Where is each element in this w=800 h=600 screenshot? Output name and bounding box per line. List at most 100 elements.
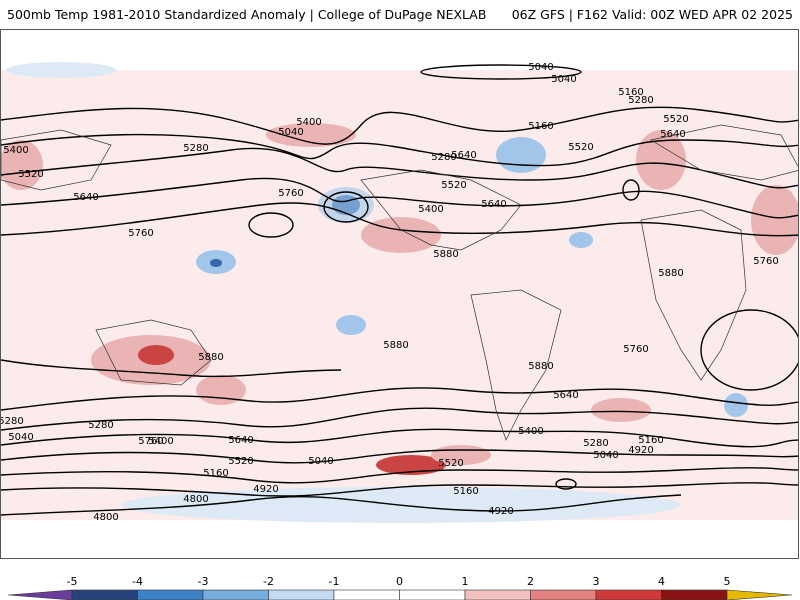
contour-label: 4800: [183, 494, 208, 505]
colorbar-tick-label: 0: [396, 575, 403, 588]
contour-label: 5400: [518, 426, 543, 437]
colorbar-segment: [268, 589, 335, 600]
warm-anomaly-strong: [138, 345, 174, 365]
contour-label: 5040: [593, 450, 618, 461]
contour-line: [1, 428, 798, 448]
contour-label: 5520: [663, 114, 688, 125]
contour-label: 5760: [138, 436, 163, 447]
colorbar-min-arrow: [7, 589, 73, 600]
contour-label: 5640: [481, 199, 506, 210]
contour-label: 5760: [128, 228, 153, 239]
north-america-outline: [360, 169, 522, 251]
colorbar-tick-label: 4: [658, 575, 665, 588]
height-contours: [1, 64, 798, 516]
contour-line: [420, 64, 582, 80]
contour-label: 5400: [148, 436, 173, 447]
contour-label: 5040: [8, 432, 33, 443]
contour-label: 5640: [451, 150, 476, 161]
cold-anomaly: [724, 393, 748, 417]
warm-anomaly: [591, 398, 651, 422]
map-canvas: 5040504051605280552056405160540050405400…: [1, 62, 798, 523]
colorbar-segment: [71, 589, 138, 600]
colorbar-segment: [661, 589, 728, 600]
contour-label: 5040: [551, 74, 576, 85]
contour-label: 5520: [441, 180, 466, 191]
contour-label: 5880: [528, 361, 553, 372]
colorbar-tick-label: -3: [198, 575, 209, 588]
contour-label: 5880: [383, 340, 408, 351]
colorbar-tick-label: 2: [527, 575, 534, 588]
contour-label: 5160: [453, 486, 478, 497]
south-america-outline: [470, 289, 562, 441]
colorbar-tick-label: -4: [132, 575, 143, 588]
contour-label: 5640: [73, 192, 98, 203]
contour-label: 5040: [528, 62, 553, 73]
cold-anomaly: [6, 62, 116, 78]
contour-label: 5760: [278, 188, 303, 199]
anomaly-shading: [1, 62, 798, 523]
cold-anomaly: [336, 315, 366, 335]
colorbar-tick-label: -5: [67, 575, 78, 588]
contour-label: 5880: [658, 268, 683, 279]
warm-anomaly: [751, 185, 798, 255]
contour-label: 5040: [308, 456, 333, 467]
contour-label: 4920: [488, 506, 513, 517]
contour-label: 4920: [253, 484, 278, 495]
contour-label: 5880: [198, 352, 223, 363]
colorbar-canvas: -5 -4 -3 -2 -1 0 1 2 3 4 5: [7, 575, 793, 600]
contour-label: 5160: [618, 87, 643, 98]
colorbar-tick-label: 5: [724, 575, 731, 588]
contour-label: 5760: [753, 256, 778, 267]
warm-anomaly: [266, 123, 356, 147]
colorbar-segment: [399, 589, 466, 600]
contour-line: [1, 106, 798, 145]
contour-line: [1, 449, 798, 464]
asia-outline: [1, 129, 112, 191]
contour-label: 5280: [183, 143, 208, 154]
colorbar: -5 -4 -3 -2 -1 0 1 2 3 4 5: [0, 574, 800, 600]
warm-anomaly: [636, 130, 686, 190]
warm-anomaly: [196, 375, 246, 405]
contour-line: [1, 407, 798, 431]
contour-label: 5520: [438, 458, 463, 469]
contour-label: 5520: [568, 142, 593, 153]
contour-label: 5040: [278, 127, 303, 138]
contour-line: [1, 133, 798, 167]
contour-label: 5640: [228, 435, 253, 446]
contour-label: 5280: [431, 152, 456, 163]
eurasia-outline: [650, 124, 798, 181]
header: 500mb Temp 1981-2010 Standardized Anomal…: [0, 0, 800, 28]
contour-line: [700, 309, 798, 391]
contour-line: [1, 494, 682, 516]
contour-label: 5160: [638, 435, 663, 446]
colorbar-tick-label: 1: [462, 575, 469, 588]
cold-anomaly: [496, 137, 546, 173]
contour-label: 5280: [1, 416, 24, 427]
contour-label: 5520: [18, 169, 43, 180]
contour-line: [248, 212, 294, 238]
warm-anomaly: [1, 140, 43, 190]
contour-line: [1, 467, 798, 484]
contour-label: 4800: [93, 512, 118, 523]
warm-anomaly-strong: [376, 455, 446, 475]
map-panel: 5040 5040 5160 5280 5520 5640 5160 5400 5040 5400…: [0, 29, 799, 559]
colorbar-segment: [464, 589, 531, 600]
contour-line: [622, 179, 640, 201]
contour-label: 5520: [228, 456, 253, 467]
contour-label: 5160: [528, 121, 553, 132]
coastlines: [1, 124, 798, 441]
contour-label: 5640: [553, 390, 578, 401]
contour-line: [1, 177, 798, 219]
chart-title: 500mb Temp 1981-2010 Standardized Anomal…: [7, 7, 487, 22]
contour-line: [323, 191, 369, 223]
australia-outline: [95, 319, 212, 386]
colorbar-tick-label: -1: [329, 575, 340, 588]
contour-label: 5880: [433, 249, 458, 260]
colorbar-segment: [333, 589, 400, 600]
contour-label: 4920: [628, 445, 653, 456]
contour-label: 5280: [628, 95, 653, 106]
contour-label: 5640: [660, 129, 685, 140]
contour-label: 5160: [203, 468, 228, 479]
colorbar-segment: [595, 589, 662, 600]
run-info: 06Z GFS | F162 Valid: 00Z WED APR 02 202…: [511, 7, 793, 22]
